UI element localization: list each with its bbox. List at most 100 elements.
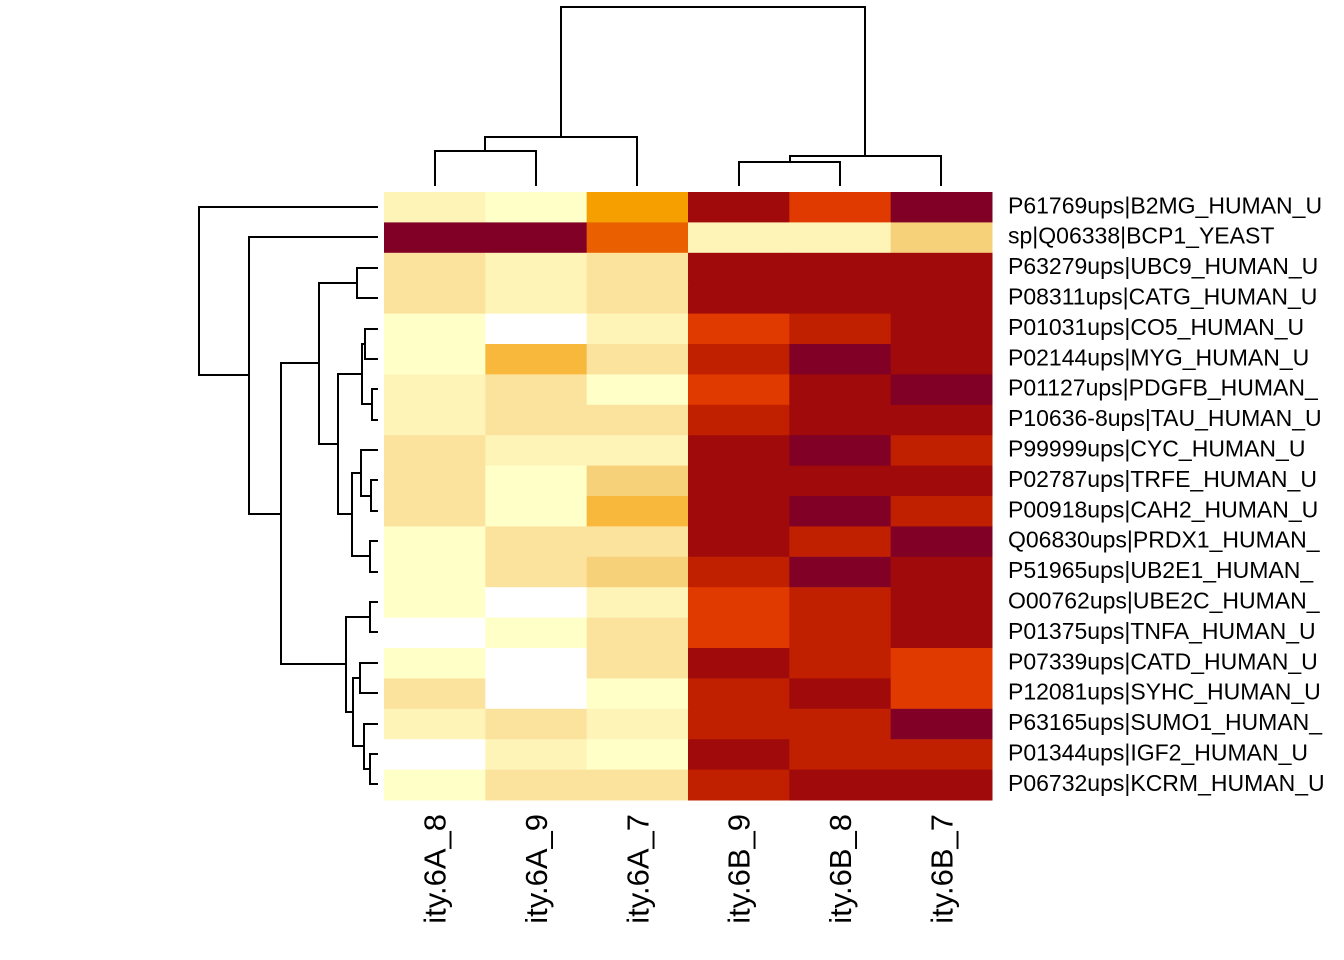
heatmap-cell <box>789 526 892 558</box>
heatmap-cell <box>688 222 790 254</box>
heatmap-cell <box>586 283 689 315</box>
heatmap-cell <box>890 648 993 679</box>
heatmap-cell <box>890 526 993 558</box>
heatmap-cell <box>384 526 486 558</box>
heatmap-cell <box>688 739 790 771</box>
heatmap-cell <box>485 283 588 315</box>
heatmap-cell <box>384 374 486 406</box>
heatmap-cell <box>384 252 486 284</box>
heatmap-cell <box>688 465 790 497</box>
heatmap-cell <box>586 344 689 375</box>
heatmap-cell <box>586 708 689 740</box>
heatmap-cell <box>688 192 790 223</box>
row-label: P02144ups|MYG_HUMAN_U <box>1008 344 1309 370</box>
heatmap-cell <box>789 739 892 771</box>
heatmap-cell <box>485 192 588 223</box>
heatmap-cell <box>789 313 892 345</box>
row-label: P01127ups|PDGFB_HUMAN_ <box>1008 375 1319 401</box>
heatmap-cell <box>586 587 689 619</box>
heatmap-cell <box>890 344 993 375</box>
heatmap-cell <box>384 617 486 649</box>
heatmap-cell <box>789 192 892 223</box>
heatmap-cell <box>586 374 689 406</box>
heatmap-cell <box>586 222 689 254</box>
heatmap-cell <box>384 222 486 254</box>
heatmap-cell <box>890 556 993 588</box>
heatmap-cell <box>384 648 486 679</box>
heatmap-cell <box>688 708 790 740</box>
row-label: P07339ups|CATD_HUMAN_U <box>1008 648 1318 674</box>
column-label: ity.6A_7 <box>620 814 655 924</box>
heatmap-cell <box>384 769 486 801</box>
heatmap-cell <box>485 708 588 740</box>
row-label: P00918ups|CAH2_HUMAN_U <box>1008 496 1318 522</box>
heatmap-cell <box>485 435 588 467</box>
heatmap-cell <box>586 617 689 649</box>
heatmap-cell <box>384 587 486 619</box>
row-label: P02787ups|TRFE_HUMAN_U <box>1008 466 1317 492</box>
heatmap-cell <box>384 465 486 497</box>
row-label: P12081ups|SYHC_HUMAN_U <box>1008 679 1321 705</box>
heatmap-cell <box>688 678 790 710</box>
heatmap-cell <box>384 344 486 375</box>
heatmap-cell <box>890 283 993 315</box>
heatmap-cell <box>586 435 689 467</box>
heatmap-cell <box>485 678 588 710</box>
heatmap-cell <box>485 222 588 254</box>
row-label: P01031ups|CO5_HUMAN_U <box>1008 314 1304 340</box>
heatmap-cell <box>384 708 486 740</box>
heatmap-cell <box>890 617 993 649</box>
heatmap-cell <box>485 374 588 406</box>
heatmap-cell <box>890 374 993 406</box>
heatmap-cell <box>384 283 486 315</box>
column-label: ity.6B_7 <box>924 814 959 924</box>
heatmap-cell <box>485 648 588 679</box>
heatmap-cell <box>789 556 892 588</box>
heatmap-cell <box>688 374 790 406</box>
heatmap-cell <box>890 404 993 436</box>
heatmap-cell <box>586 739 689 771</box>
heatmap-cell <box>384 496 486 527</box>
heatmap-cell <box>688 283 790 315</box>
column-dendrogram <box>434 6 942 186</box>
heatmap-cell <box>586 556 689 588</box>
heatmap-cell <box>890 678 993 710</box>
heatmap-cell <box>586 496 689 527</box>
heatmap-cell <box>890 222 993 254</box>
heatmap-cell <box>485 739 588 771</box>
heatmap-cell <box>485 313 588 345</box>
heatmap-cell <box>688 648 790 679</box>
heatmap-cell <box>890 435 993 467</box>
heatmap-cell <box>485 526 588 558</box>
column-label: ity.6B_9 <box>722 814 757 924</box>
heatmap-cell <box>384 435 486 467</box>
heatmap-cell <box>586 678 689 710</box>
heatmap-cell <box>586 769 689 801</box>
column-label: ity.6A_9 <box>519 814 554 924</box>
heatmap-cell <box>485 769 588 801</box>
row-label: P01344ups|IGF2_HUMAN_U <box>1008 739 1308 765</box>
heatmap-cell <box>586 526 689 558</box>
row-label: P08311ups|CATG_HUMAN_U <box>1008 283 1317 309</box>
heatmap-cell <box>789 222 892 254</box>
heatmap-cell <box>890 465 993 497</box>
heatmap-cell <box>890 192 993 223</box>
heatmap-cell <box>586 465 689 497</box>
row-label: P06732ups|KCRM_HUMAN_U <box>1008 770 1325 796</box>
heatmap-cell <box>890 252 993 284</box>
heatmap-cell <box>485 496 588 527</box>
heatmap-cell <box>485 556 588 588</box>
heatmap-cell <box>789 283 892 315</box>
heatmap-cell <box>688 587 790 619</box>
row-label: Q06830ups|PRDX1_HUMAN_ <box>1008 527 1321 553</box>
heatmap-cell <box>384 192 486 223</box>
heatmap-cell <box>485 587 588 619</box>
row-label: P63165ups|SUMO1_HUMAN_ <box>1008 709 1323 735</box>
heatmap-cell <box>890 496 993 527</box>
row-label: P61769ups|B2MG_HUMAN_U <box>1008 192 1322 218</box>
row-label: P01375ups|TNFA_HUMAN_U <box>1008 618 1316 644</box>
row-label: P51965ups|UB2E1_HUMAN_ <box>1008 557 1314 583</box>
heatmap-cell <box>789 404 892 436</box>
heatmap-cell <box>688 556 790 588</box>
